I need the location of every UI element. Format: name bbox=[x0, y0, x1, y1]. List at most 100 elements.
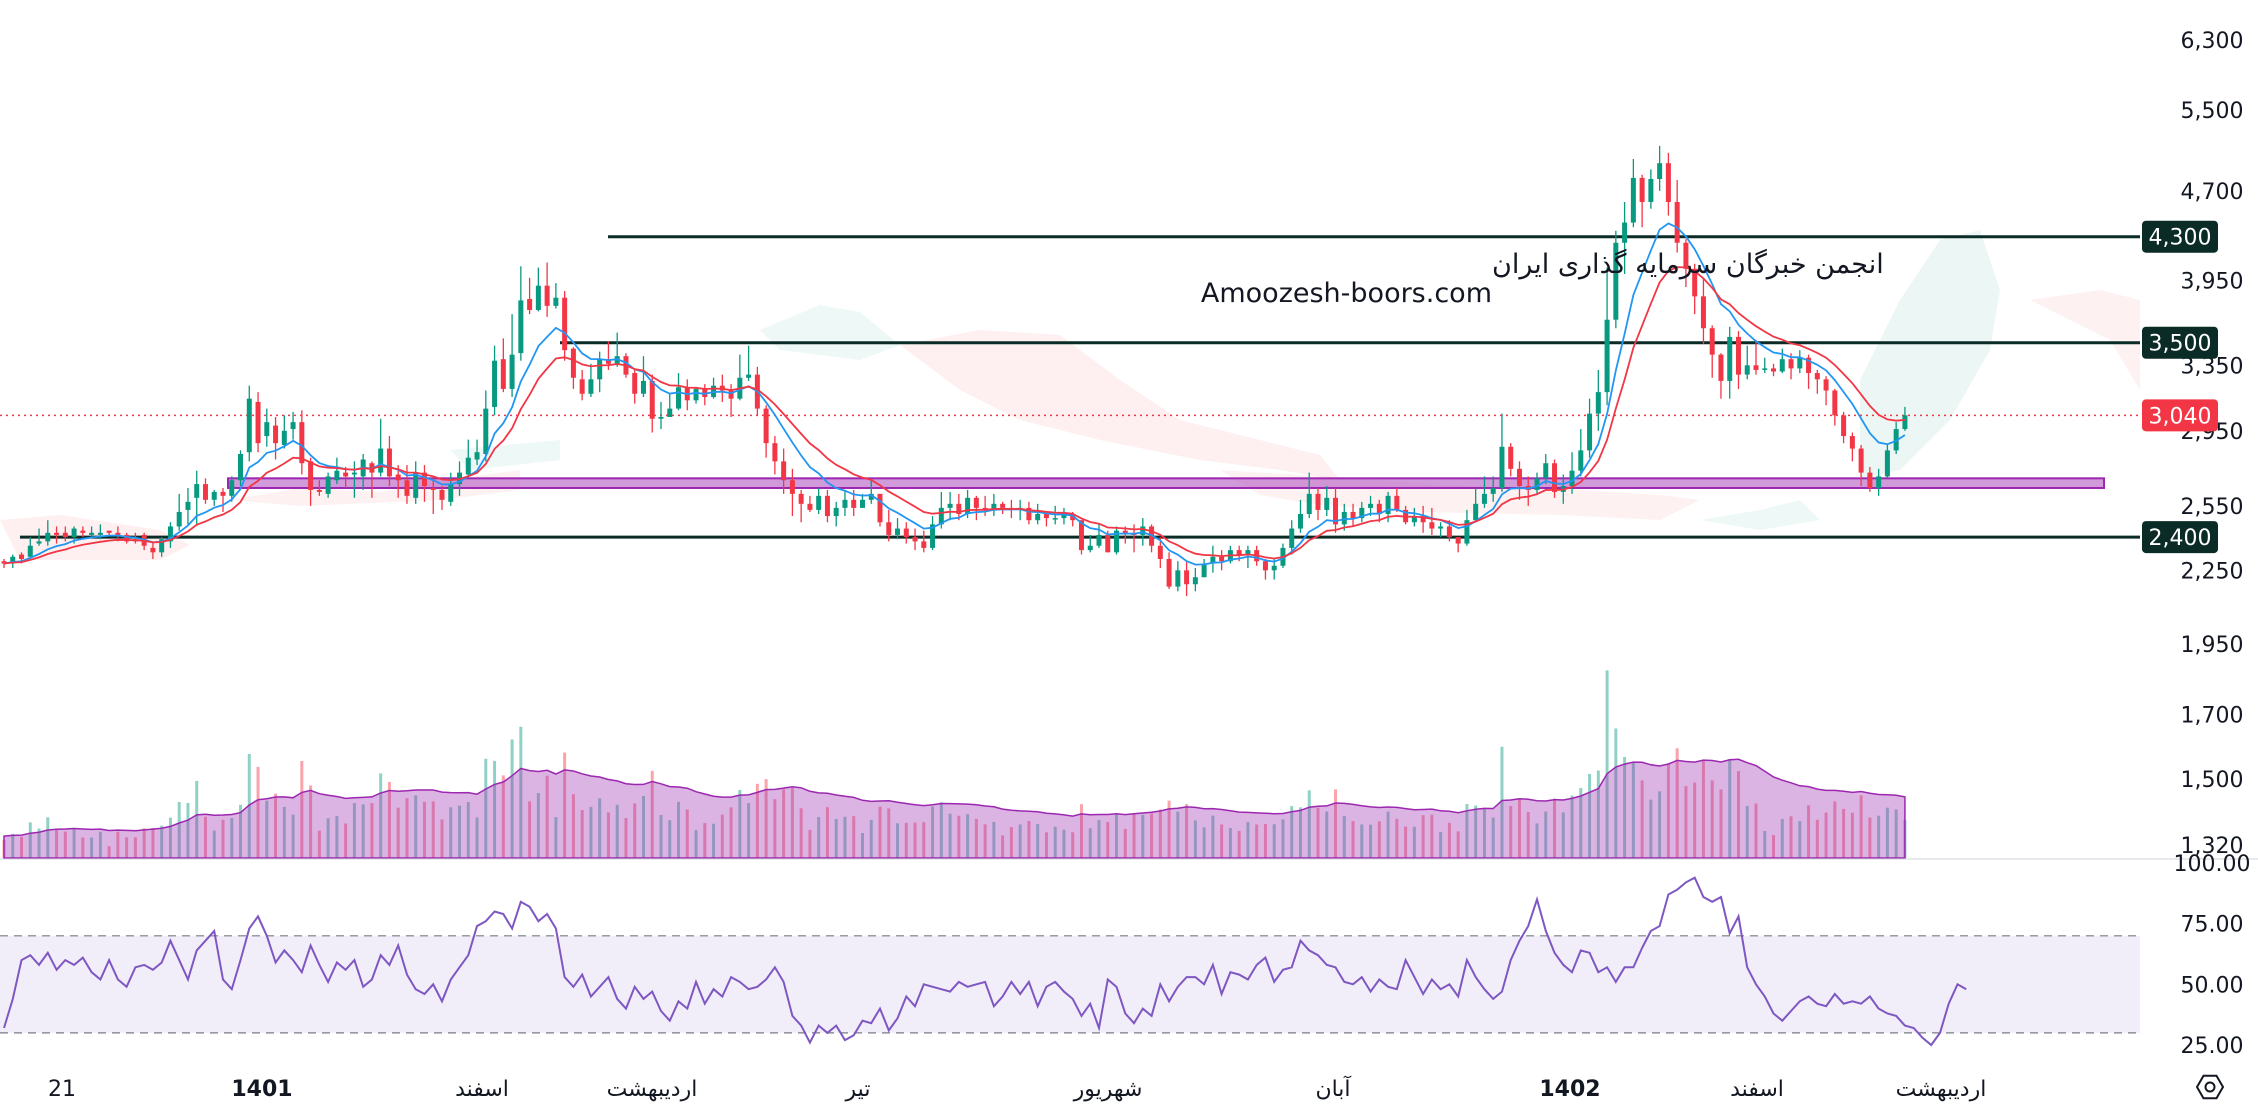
candle bbox=[220, 487, 226, 512]
candle-body bbox=[1350, 511, 1356, 519]
volume-bar bbox=[1167, 800, 1171, 858]
volume-bar bbox=[1228, 828, 1232, 858]
rsi-axis[interactable]: 100.00 75.00 50.00 25.00 bbox=[2174, 852, 2251, 1059]
volume-bar bbox=[1351, 821, 1355, 858]
candle bbox=[492, 345, 498, 416]
candle bbox=[1289, 520, 1295, 555]
candle bbox=[80, 526, 86, 538]
candle-body bbox=[833, 507, 839, 517]
candle bbox=[413, 461, 419, 504]
price-tick: 1,700 bbox=[2181, 704, 2244, 729]
candle-body bbox=[27, 545, 33, 557]
volume-bar bbox=[755, 783, 759, 858]
candle bbox=[1735, 331, 1741, 389]
candle bbox=[1297, 499, 1303, 533]
price-axis[interactable]: 6,3005,5004,7003,9503,3502,9502,5502,250… bbox=[2181, 29, 2244, 859]
candle bbox=[816, 487, 822, 514]
candle-body bbox=[1184, 570, 1190, 585]
candle bbox=[1700, 279, 1706, 345]
candle bbox=[167, 522, 173, 548]
volume-bar bbox=[554, 817, 558, 858]
candle bbox=[1534, 472, 1540, 494]
candle-body bbox=[1341, 511, 1347, 525]
volume-bar bbox=[1158, 809, 1162, 858]
cloud-area bbox=[760, 305, 900, 360]
candle-body bbox=[1438, 526, 1444, 529]
candle bbox=[833, 501, 839, 527]
volume-bar bbox=[1675, 748, 1679, 858]
volume-bar bbox=[1360, 824, 1364, 858]
candle bbox=[667, 393, 673, 418]
candle-body bbox=[211, 491, 217, 500]
candle-body bbox=[1122, 530, 1128, 533]
candle-body bbox=[1902, 415, 1908, 430]
candle bbox=[1639, 174, 1645, 228]
volume-bar bbox=[396, 807, 400, 858]
ma-fast-line bbox=[3, 222, 1906, 566]
volume-bar bbox=[1150, 813, 1154, 858]
candle bbox=[535, 267, 541, 312]
candle bbox=[614, 332, 620, 367]
volume-bar bbox=[1255, 824, 1259, 858]
volume-bar bbox=[1509, 806, 1513, 858]
candle bbox=[1849, 432, 1855, 462]
price-tick: 6,300 bbox=[2181, 29, 2244, 54]
candle-body bbox=[465, 457, 471, 475]
time-axis[interactable]: 21 1401 اسفند اردیبهشت تیر شهریور آبان 1402 اسفن… bbox=[48, 1075, 1986, 1102]
rsi-tick: 50.00 bbox=[2181, 973, 2244, 998]
volume-bar bbox=[1334, 789, 1338, 858]
volume-bar bbox=[1833, 801, 1837, 858]
volume-bar bbox=[1789, 816, 1793, 858]
volume-bar bbox=[221, 819, 225, 858]
volume-bar bbox=[501, 775, 505, 858]
candle bbox=[421, 465, 427, 502]
time-tick: آبان bbox=[1315, 1075, 1351, 1102]
candle bbox=[159, 537, 165, 557]
time-tick: 21 bbox=[48, 1077, 76, 1102]
candle-body bbox=[938, 507, 944, 525]
candle bbox=[1630, 159, 1636, 228]
volume-bar bbox=[195, 780, 199, 858]
candle bbox=[1499, 413, 1505, 492]
volume-bar bbox=[20, 836, 24, 858]
candle bbox=[1744, 345, 1750, 380]
candle-body bbox=[255, 401, 261, 444]
volume-bar bbox=[1430, 814, 1434, 858]
candle bbox=[1, 558, 7, 569]
volume-bar bbox=[1763, 830, 1767, 858]
candle bbox=[281, 415, 287, 449]
candle bbox=[500, 338, 506, 393]
volume-bar bbox=[361, 804, 365, 858]
cloud-area bbox=[1860, 230, 2000, 480]
volume-bar bbox=[1491, 817, 1495, 858]
candle-body bbox=[1429, 522, 1435, 529]
candle-body bbox=[439, 489, 445, 500]
candle-body bbox=[1368, 503, 1374, 508]
candle-body bbox=[395, 474, 401, 481]
candle bbox=[1814, 369, 1820, 394]
candle-body bbox=[1569, 470, 1575, 487]
candle-body bbox=[1806, 357, 1812, 374]
candle bbox=[912, 528, 918, 551]
candle-body bbox=[807, 503, 813, 510]
rsi-band bbox=[0, 935, 2140, 1033]
candle-body bbox=[781, 461, 787, 481]
candle-body bbox=[1, 561, 7, 564]
candle-body bbox=[588, 379, 594, 394]
candle bbox=[1368, 495, 1374, 517]
candle-body bbox=[1543, 463, 1549, 479]
candle-body bbox=[167, 526, 173, 542]
candle bbox=[553, 283, 559, 309]
volume-bar bbox=[1868, 817, 1872, 858]
candle-body bbox=[676, 387, 682, 409]
volume-bar bbox=[1850, 812, 1854, 858]
candle bbox=[1683, 239, 1689, 288]
candle-body bbox=[824, 495, 830, 517]
candle-body bbox=[1175, 570, 1181, 587]
volume-bar bbox=[729, 807, 733, 858]
volume-bar bbox=[1710, 780, 1714, 858]
settings-icon[interactable] bbox=[2195, 1074, 2225, 1100]
candle bbox=[325, 472, 331, 498]
candle bbox=[1184, 561, 1190, 597]
